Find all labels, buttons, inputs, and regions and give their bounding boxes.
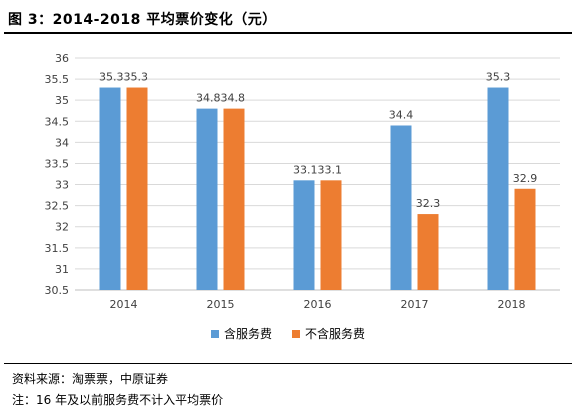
data-label: 35.3	[486, 71, 511, 84]
data-labels: 35.335.3 34.834.8 33.133.1 34.4 32.3 35.3 32.9	[99, 71, 537, 211]
gridlines	[75, 57, 560, 291]
x-tick-label: 2015	[207, 298, 235, 311]
legend-swatch	[210, 329, 219, 338]
x-tick-label: 2017	[401, 298, 429, 311]
bar	[293, 180, 315, 290]
y-tick-label: 34	[55, 136, 69, 149]
bars	[99, 87, 536, 290]
chart-legend: 含服务费 不含服务费	[0, 325, 576, 342]
y-tick-label: 32	[55, 221, 69, 234]
legend-item: 含服务费	[210, 325, 272, 342]
y-tick-label: 30.5	[45, 284, 70, 297]
y-tick-label: 31.5	[45, 242, 70, 255]
source-note: 资料来源：淘票票，中原证券	[12, 372, 169, 386]
legend-label: 不含服务费	[305, 327, 366, 341]
bar	[487, 87, 509, 290]
data-label: 33.133.1	[293, 163, 342, 176]
data-label: 34.834.8	[196, 92, 245, 105]
y-axis-ticks: 30.5 31 31.5 32 32.5 33 33.5 34 34.5 35 35.5 36	[45, 52, 70, 297]
bar	[320, 180, 342, 290]
bar-chart: 30.5 31 31.5 32 32.5 33 33.5 34 34.5 35 35.5 36 35.…	[45, 52, 560, 311]
data-label: 34.4	[389, 108, 414, 121]
x-tick-label: 2014	[110, 298, 138, 311]
y-tick-label: 34.5	[45, 115, 70, 128]
x-tick-label: 2018	[498, 298, 526, 311]
legend-swatch	[292, 329, 300, 338]
y-tick-label: 31	[55, 263, 69, 276]
y-tick-label: 32.5	[45, 200, 70, 213]
bar	[196, 108, 218, 290]
bar	[99, 87, 121, 290]
bar	[514, 188, 536, 290]
y-tick-label: 33	[55, 179, 69, 192]
bar	[223, 108, 245, 290]
data-label: 32.9	[513, 172, 538, 185]
bar	[390, 125, 412, 290]
y-tick-label: 36	[55, 52, 69, 65]
bar	[417, 214, 439, 290]
x-axis-ticks: 2014 2015 2016 2017 2018	[110, 298, 526, 311]
footnote: 注：16 年及以前服务费不计入平均票价	[12, 393, 224, 407]
figure-title: 图 3：2014-2018 平均票价变化（元）	[8, 12, 277, 28]
legend-item: 不含服务费	[292, 325, 365, 342]
legend-label: 含服务费	[223, 327, 272, 341]
y-tick-label: 35	[55, 94, 69, 107]
y-tick-label: 33.5	[45, 157, 70, 170]
x-tick-label: 2016	[304, 298, 332, 311]
y-tick-label: 35.5	[45, 73, 70, 86]
data-label: 32.3	[416, 197, 441, 210]
bottom-rule	[4, 363, 572, 364]
data-label: 35.335.3	[99, 71, 148, 84]
top-rule	[4, 32, 572, 34]
bar	[126, 87, 148, 290]
